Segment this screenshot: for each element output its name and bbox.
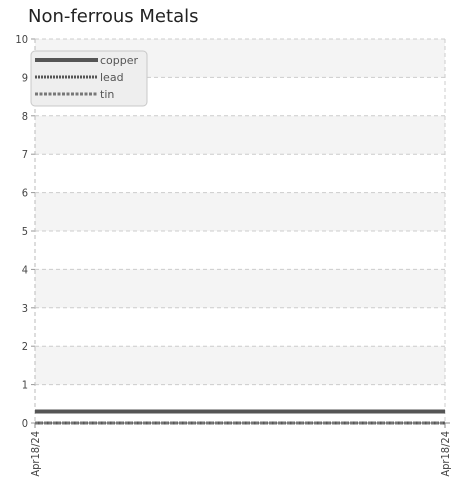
x-tick-label: Apr18/24 bbox=[29, 431, 42, 477]
y-tick-label: 7 bbox=[22, 148, 28, 161]
y-tick-label: 1 bbox=[22, 379, 28, 392]
plot-background-bands bbox=[35, 39, 445, 385]
y-tick-label: 3 bbox=[22, 302, 28, 315]
y-tick-label: 4 bbox=[22, 263, 28, 276]
chart-title: Non-ferrous Metals bbox=[28, 6, 199, 27]
legend-label-tin: tin bbox=[100, 88, 114, 101]
x-tick-label: Apr18/24 bbox=[439, 431, 451, 477]
y-tick-label: 0 bbox=[22, 417, 28, 430]
legend-label-copper: copper bbox=[100, 54, 139, 67]
plot-band bbox=[35, 346, 445, 385]
plot-band bbox=[35, 115, 445, 155]
series-lines bbox=[35, 409, 445, 425]
y-tick-label: 9 bbox=[22, 71, 28, 84]
y-tick-label: 10 bbox=[15, 33, 28, 46]
y-tick-label: 5 bbox=[22, 225, 28, 238]
y-tick-label: 6 bbox=[22, 187, 28, 200]
plot-band bbox=[35, 192, 445, 231]
legend[interactable]: copper lead tin bbox=[30, 50, 148, 107]
legend-label-lead: lead bbox=[100, 71, 124, 84]
plot-band bbox=[35, 269, 445, 308]
tick-labels: 0 1 2 3 4 5 6 7 8 9 10 Apr18/24 Apr18/24 bbox=[15, 33, 451, 477]
y-tick-label: 8 bbox=[22, 110, 28, 123]
y-tick-label: 2 bbox=[22, 340, 28, 353]
